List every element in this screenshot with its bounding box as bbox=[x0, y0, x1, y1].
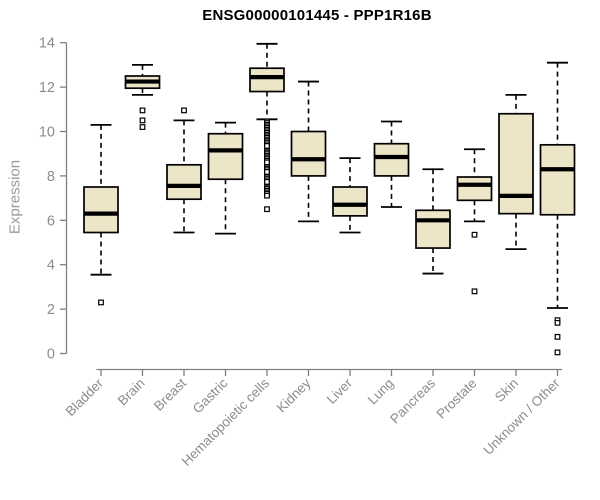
x-tick-label: Lung bbox=[365, 376, 397, 408]
outlier-point bbox=[181, 107, 187, 114]
iqr-box bbox=[498, 112, 534, 215]
outlier-point bbox=[264, 143, 270, 149]
iqr-box bbox=[373, 142, 410, 177]
boxplot-breast bbox=[166, 107, 202, 234]
outlier-point bbox=[471, 288, 478, 295]
outlier-point bbox=[139, 107, 146, 114]
iqr-box bbox=[207, 132, 244, 181]
x-tick-label: Brain bbox=[115, 376, 148, 409]
outlier-point bbox=[471, 231, 478, 238]
boxplot-prostate bbox=[456, 148, 493, 295]
iqr-box bbox=[456, 176, 493, 202]
boxplot-kidney bbox=[290, 80, 327, 223]
x-tick-label: Prostate bbox=[433, 376, 479, 422]
iqr-box bbox=[83, 186, 119, 234]
boxplot-bladder bbox=[83, 123, 119, 306]
x-tick-label: Liver bbox=[324, 375, 356, 407]
boxplot-pancreas bbox=[415, 168, 451, 275]
outlier-point bbox=[264, 206, 270, 213]
iqr-box bbox=[332, 186, 368, 217]
outlier-point bbox=[554, 319, 561, 326]
iqr-box bbox=[249, 67, 285, 93]
x-tick-label: Gastric bbox=[190, 375, 231, 416]
outlier-point bbox=[264, 169, 270, 175]
iqr-box bbox=[539, 143, 576, 216]
y-tick-label: 2 bbox=[47, 302, 55, 318]
y-tick-label: 10 bbox=[39, 125, 55, 141]
iqr-box bbox=[166, 163, 202, 201]
outlier-point bbox=[139, 117, 146, 124]
boxplot-liver bbox=[332, 157, 368, 234]
boxplot-unknown-other bbox=[539, 61, 576, 356]
boxplot-brain bbox=[124, 64, 161, 130]
y-tick-label: 8 bbox=[47, 169, 55, 185]
y-tick-label: 4 bbox=[47, 258, 55, 274]
outlier-point bbox=[264, 159, 270, 166]
boxplot-lung bbox=[373, 120, 410, 208]
outlier-point bbox=[139, 124, 146, 130]
x-tick-label: Bladder bbox=[63, 375, 107, 419]
y-tick-label: 14 bbox=[39, 36, 55, 52]
boxplot-hematopoietic-cells bbox=[249, 42, 285, 213]
x-tick-label: Kidney bbox=[274, 375, 314, 415]
x-tick-label: Skin bbox=[492, 376, 521, 405]
iqr-box bbox=[290, 130, 327, 177]
y-tick-label: 6 bbox=[47, 213, 55, 229]
outlier-point bbox=[98, 299, 104, 306]
outlier-point bbox=[264, 178, 270, 185]
boxplot-skin bbox=[498, 93, 534, 251]
outlier-point bbox=[554, 349, 561, 356]
boxplot-gastric bbox=[207, 121, 244, 235]
iqr-box bbox=[415, 209, 451, 249]
x-tick-label: Pancreas bbox=[387, 375, 438, 426]
y-tick-label: 12 bbox=[39, 80, 55, 96]
y-tick-label: 0 bbox=[47, 347, 55, 363]
outlier-point bbox=[554, 333, 561, 340]
outlier-point bbox=[264, 192, 270, 199]
chart-title: ENSG00000101445 - PPP1R16B bbox=[202, 7, 432, 24]
x-tick-label: Unknown / Other bbox=[480, 375, 563, 458]
x-tick-label: Breast bbox=[151, 375, 189, 413]
